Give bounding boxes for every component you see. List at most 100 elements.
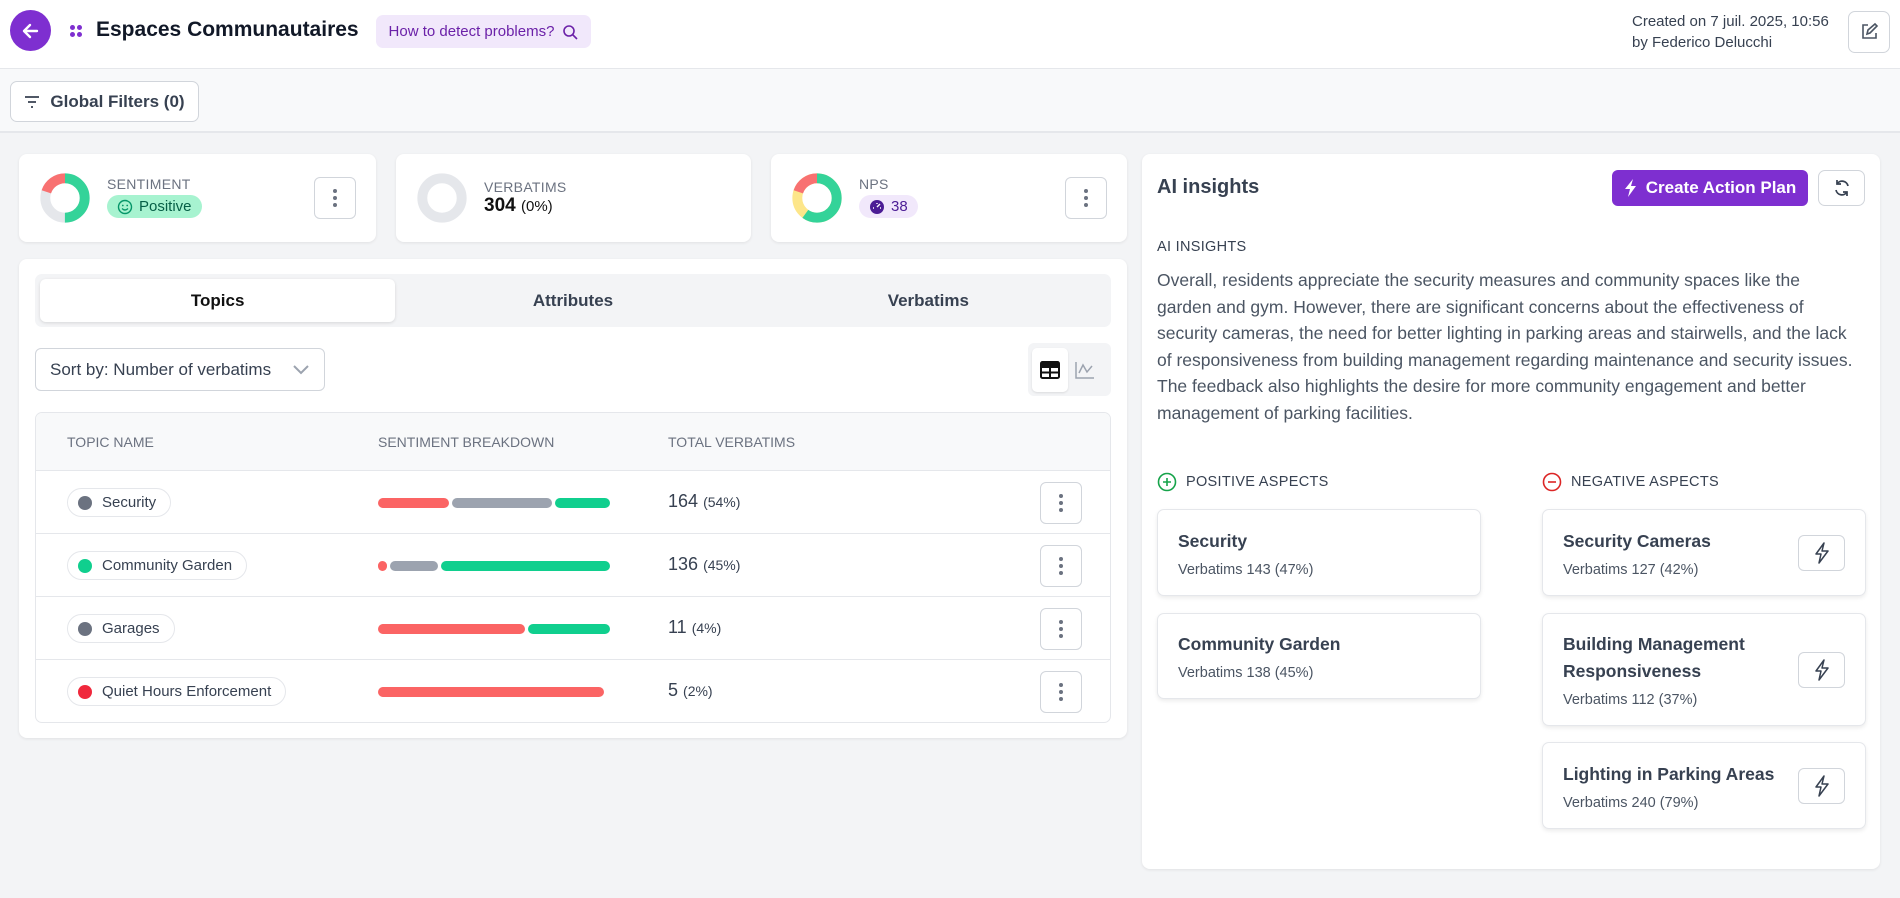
negative-aspects-header: NEGATIVE ASPECTS <box>1542 472 1719 492</box>
tab-topics[interactable]: Topics <box>40 279 396 322</box>
back-button[interactable] <box>10 10 51 51</box>
aspect-verbatims: Verbatims 138 (45%) <box>1178 665 1314 681</box>
bar-positive <box>554 498 610 508</box>
kpi-verbatims: VERBATIMS 304 (0%) <box>396 154 751 242</box>
negative-aspects-label: NEGATIVE ASPECTS <box>1571 474 1719 490</box>
aspect-action-button[interactable] <box>1798 534 1845 571</box>
sentiment-label: SENTIMENT <box>107 176 191 193</box>
create-action-plan-button[interactable]: Create Action Plan <box>1612 170 1808 206</box>
nps-label: NPS <box>859 176 889 193</box>
bar-neutral <box>390 561 438 571</box>
global-filters-label: Global Filters (0) <box>50 91 185 111</box>
negative-aspect-card[interactable]: Building Management Responsiveness Verbat… <box>1542 613 1866 726</box>
table-row[interactable]: Garages 11 (4%) <box>36 597 1110 660</box>
positive-aspects-header: POSITIVE ASPECTS <box>1157 472 1329 492</box>
smile-icon <box>117 199 133 214</box>
nps-menu-button[interactable] <box>1065 177 1107 219</box>
total-verbatims: 164 (54%) <box>668 491 741 511</box>
row-menu-button[interactable] <box>1040 608 1082 650</box>
topic-chip[interactable]: Quiet Hours Enforcement <box>67 677 287 706</box>
sort-select[interactable]: Sort by: Number of verbatims <box>35 348 325 391</box>
kpi-sentiment: SENTIMENT Positive <box>19 154 376 242</box>
row-menu-button[interactable] <box>1040 545 1082 587</box>
sentiment-bar <box>378 561 610 571</box>
topic-chip[interactable]: Garages <box>67 614 175 643</box>
sentiment-menu-button[interactable] <box>314 177 356 219</box>
header-topic-name: TOPIC NAME <box>67 434 154 450</box>
donut-detractors <box>792 173 842 223</box>
topic-chip[interactable]: Security <box>67 488 172 517</box>
global-filters-button[interactable]: Global Filters (0) <box>10 81 199 122</box>
minus-circle-icon <box>1542 472 1562 492</box>
table-icon <box>1040 360 1060 379</box>
row-menu-button[interactable] <box>1040 671 1082 713</box>
sentiment-bar <box>378 498 610 508</box>
negative-aspect-card[interactable]: Security Cameras Verbatims 127 (42%) <box>1542 509 1866 596</box>
filter-icon <box>25 95 40 108</box>
arrow-left-icon <box>22 23 38 38</box>
table-row[interactable]: Community Garden 136 (45%) <box>36 534 1110 597</box>
total-verbatims: 136 (45%) <box>668 554 741 574</box>
positive-aspect-card[interactable]: Security Verbatims 143 (47%) <box>1157 509 1481 596</box>
nps-value: 38 <box>891 198 908 216</box>
positive-aspects-label: POSITIVE ASPECTS <box>1186 474 1329 490</box>
bar-negative <box>378 687 604 697</box>
verbatims-value: 304 (0%) <box>484 195 553 216</box>
aspect-title: Community Garden <box>1178 634 1341 654</box>
sentiment-bar <box>378 624 610 634</box>
filter-bar <box>0 69 1900 133</box>
table-header: TOPIC NAME SENTIMENT BREAKDOWN TOTAL VER… <box>36 413 1110 471</box>
aspect-action-button[interactable] <box>1798 651 1845 688</box>
topic-dot <box>78 495 92 510</box>
search-icon <box>563 24 579 40</box>
topic-name: Security <box>102 494 157 511</box>
table-row[interactable]: Security 164 (54%) <box>36 471 1110 534</box>
create-action-plan-label: Create Action Plan <box>1645 178 1797 197</box>
header-total-verbatims: TOTAL VERBATIMS <box>668 434 796 450</box>
topic-dot <box>78 684 92 699</box>
chart-view-icon[interactable] <box>1074 360 1096 380</box>
sentiment-bar <box>378 687 604 697</box>
refresh-button[interactable] <box>1818 170 1865 206</box>
sentiment-value: Positive <box>139 198 192 216</box>
table-view-button[interactable] <box>1032 347 1068 392</box>
edit-button[interactable] <box>1848 11 1890 53</box>
total-verbatims: 11 (4%) <box>668 617 722 637</box>
aspect-title: Lighting in Parking Areas <box>1563 763 1775 784</box>
grid-dots-icon <box>70 25 82 37</box>
table-row[interactable]: Quiet Hours Enforcement 5 (2%) <box>36 660 1110 722</box>
row-menu-button[interactable] <box>1040 482 1082 524</box>
ai-insights-title: AI insights <box>1157 176 1260 198</box>
topic-dot <box>78 621 92 636</box>
topic-name: Quiet Hours Enforcement <box>102 683 272 700</box>
created-info: Created on 7 juil. 2025, 10:56 by Federi… <box>1632 11 1829 53</box>
help-detect-problems-button[interactable]: How to detect problems? <box>376 15 591 48</box>
verbatims-label: VERBATIMS <box>484 179 567 195</box>
tab-verbatims[interactable]: Verbatims <box>887 290 969 310</box>
negative-aspect-card[interactable]: Lighting in Parking Areas Verbatims 240 (… <box>1542 742 1866 829</box>
topic-dot <box>78 558 92 573</box>
topic-chip[interactable]: Community Garden <box>67 551 248 580</box>
refresh-icon <box>1834 180 1849 196</box>
tab-attributes[interactable]: Attributes <box>532 290 614 310</box>
plus-circle-icon <box>1157 472 1177 492</box>
aspect-verbatims: Verbatims 127 (42%) <box>1563 561 1699 578</box>
bolt-icon <box>1814 774 1829 797</box>
topics-table: TOPIC NAME SENTIMENT BREAKDOWN TOTAL VER… <box>35 412 1111 723</box>
bar-negative <box>378 561 388 571</box>
bar-negative <box>378 624 525 634</box>
positive-aspect-card[interactable]: Community Garden Verbatims 138 (45%) <box>1157 613 1481 699</box>
verbatims-donut <box>417 173 467 223</box>
gauge-icon <box>870 199 884 214</box>
top-header <box>0 0 1900 69</box>
aspect-verbatims: Verbatims 143 (47%) <box>1178 561 1314 578</box>
bar-positive <box>440 561 610 571</box>
bolt-icon <box>1814 658 1829 681</box>
topic-name: Community Garden <box>102 557 233 574</box>
aspect-verbatims: Verbatims 240 (79%) <box>1563 794 1699 811</box>
chevron-down-icon <box>293 364 309 374</box>
ai-insights-section-label: AI INSIGHTS <box>1157 239 1247 255</box>
created-author: by Federico Delucchi <box>1632 34 1773 51</box>
sentiment-badge: Positive <box>107 195 202 219</box>
aspect-action-button[interactable] <box>1798 767 1845 804</box>
